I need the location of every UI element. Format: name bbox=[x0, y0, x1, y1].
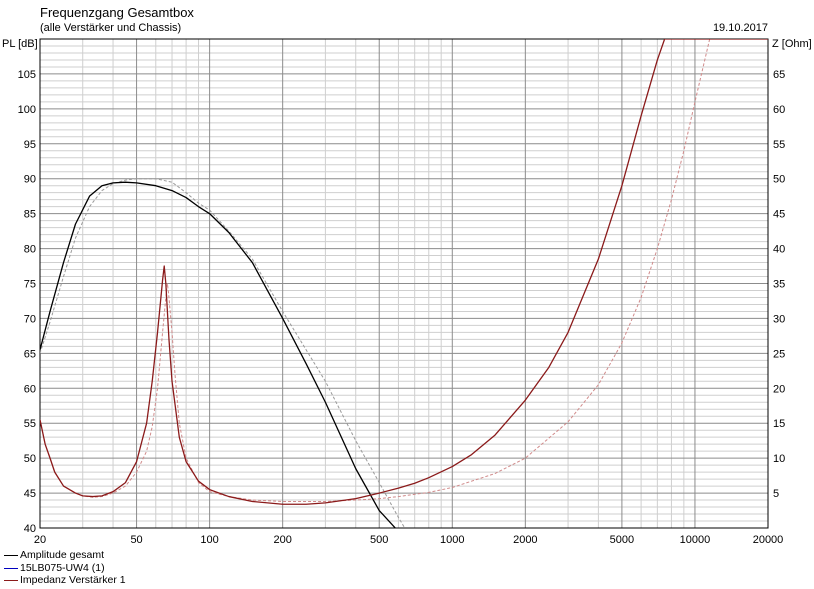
x-tick-label: 10000 bbox=[680, 534, 711, 546]
x-tick-label: 20 bbox=[34, 534, 46, 546]
legend-swatch-impedanz bbox=[4, 580, 18, 581]
y-right-tick-label: 65 bbox=[773, 69, 785, 81]
series-line-4 bbox=[40, 39, 768, 502]
y-right-tick-label: 30 bbox=[773, 313, 785, 325]
y-right-tick-label: 55 bbox=[773, 139, 785, 151]
legend-label-impedanz: Impedanz Verstärker 1 bbox=[20, 574, 126, 586]
x-tick-label: 100 bbox=[200, 534, 218, 546]
y-left-tick-label: 55 bbox=[24, 418, 36, 430]
chart-subtitle: (alle Verstärker und Chassis) bbox=[40, 22, 182, 34]
chart-date: 19.10.2017 bbox=[712, 22, 768, 34]
y-right-tick-label: 35 bbox=[773, 279, 785, 291]
x-tick-label: 500 bbox=[370, 534, 388, 546]
y-left-tick-label: 60 bbox=[24, 383, 36, 395]
y-left-tick-label: 70 bbox=[24, 313, 36, 325]
series-line-3 bbox=[40, 39, 768, 505]
x-tick-label: 20000 bbox=[753, 534, 784, 546]
legend-item-impedanz: Impedanz Verstärker 1 bbox=[2, 574, 126, 587]
legend-item-15lb075: 15LB075-UW4 (1) bbox=[2, 562, 126, 575]
x-tick-label: 50 bbox=[130, 534, 142, 546]
y-right-tick-label: 5 bbox=[773, 488, 779, 500]
x-tick-label: 1000 bbox=[440, 534, 464, 546]
y-left-tick-label: 40 bbox=[24, 523, 36, 535]
legend-swatch-amplitude bbox=[4, 555, 18, 556]
legend: Amplitude gesamt 15LB075-UW4 (1) Impedan… bbox=[2, 549, 126, 587]
y-left-tick-label: 75 bbox=[24, 279, 36, 291]
y-left-tick-label: 95 bbox=[24, 139, 36, 151]
y-right-tick-label: 20 bbox=[773, 383, 785, 395]
y-left-tick-label: 85 bbox=[24, 209, 36, 221]
y-right-tick-label: 45 bbox=[773, 209, 785, 221]
legend-label-15lb075: 15LB075-UW4 (1) bbox=[20, 561, 105, 574]
y-right-tick-label: 60 bbox=[773, 104, 785, 116]
plot-frame bbox=[39, 38, 769, 529]
y-left-tick-label: 80 bbox=[24, 244, 36, 256]
y-right-tick-label: 50 bbox=[773, 174, 785, 186]
y-left-tick-label: 90 bbox=[24, 174, 36, 186]
y-left-tick-label: 65 bbox=[24, 348, 36, 360]
y-left-tick-label: 45 bbox=[24, 488, 36, 500]
y-right-tick-label: 15 bbox=[773, 418, 785, 430]
y-right-tick-label: 40 bbox=[773, 244, 785, 256]
series-line-1 bbox=[40, 178, 406, 528]
x-tick-label: 5000 bbox=[610, 534, 634, 546]
x-tick-label: 200 bbox=[273, 534, 291, 546]
y-right-tick-label: 25 bbox=[773, 348, 785, 360]
legend-label-amplitude: Amplitude gesamt bbox=[20, 549, 105, 561]
series-line-0 bbox=[40, 181, 397, 528]
y-right-tick-label: 10 bbox=[773, 453, 785, 465]
chart-title: Frequenzgang Gesamtbox bbox=[40, 5, 194, 20]
y-left-tick-label: 50 bbox=[24, 453, 36, 465]
y-axis-left-label: PL [dB] bbox=[2, 38, 38, 50]
legend-item-amplitude: Amplitude gesamt bbox=[2, 549, 126, 562]
x-tick-label: 2000 bbox=[513, 534, 537, 546]
y-left-tick-label: 105 bbox=[18, 69, 36, 81]
legend-swatch-15lb075 bbox=[4, 567, 18, 569]
y-left-tick-label: 100 bbox=[18, 104, 36, 116]
y-axis-right-label: Z [Ohm] bbox=[772, 38, 812, 50]
